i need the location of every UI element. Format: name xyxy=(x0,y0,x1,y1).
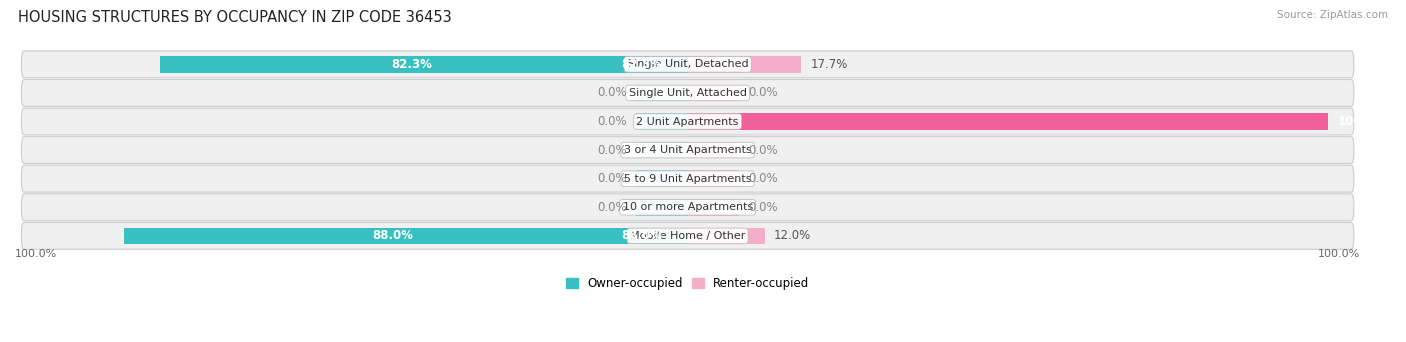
Legend: Owner-occupied, Renter-occupied: Owner-occupied, Renter-occupied xyxy=(561,272,814,294)
Text: 12.0%: 12.0% xyxy=(775,229,811,242)
Text: 2 Unit Apartments: 2 Unit Apartments xyxy=(637,117,738,127)
Text: 0.0%: 0.0% xyxy=(748,144,778,157)
Text: 88.0%: 88.0% xyxy=(621,229,662,242)
Text: 0.0%: 0.0% xyxy=(748,87,778,100)
Text: 100.0%: 100.0% xyxy=(1317,249,1360,260)
Bar xyxy=(637,85,688,101)
Text: 88.0%: 88.0% xyxy=(373,229,413,242)
Text: 0.0%: 0.0% xyxy=(598,172,627,185)
Bar xyxy=(637,113,688,130)
Bar xyxy=(124,227,688,244)
FancyBboxPatch shape xyxy=(21,194,1354,221)
Text: 0.0%: 0.0% xyxy=(598,115,627,128)
Bar xyxy=(688,113,1329,130)
FancyBboxPatch shape xyxy=(21,79,1354,106)
FancyBboxPatch shape xyxy=(21,108,1354,135)
Bar xyxy=(637,170,688,187)
Bar xyxy=(688,85,740,101)
Text: 0.0%: 0.0% xyxy=(598,87,627,100)
Text: 0.0%: 0.0% xyxy=(748,172,778,185)
Bar xyxy=(637,142,688,158)
Text: 0.0%: 0.0% xyxy=(598,144,627,157)
Text: 5 to 9 Unit Apartments: 5 to 9 Unit Apartments xyxy=(624,174,751,184)
Bar xyxy=(688,56,801,73)
Text: Mobile Home / Other: Mobile Home / Other xyxy=(630,231,745,241)
Text: Single Unit, Attached: Single Unit, Attached xyxy=(628,88,747,98)
Text: 82.3%: 82.3% xyxy=(621,58,662,71)
FancyBboxPatch shape xyxy=(21,222,1354,249)
Text: Single Unit, Detached: Single Unit, Detached xyxy=(627,60,748,69)
FancyBboxPatch shape xyxy=(21,165,1354,192)
Text: 3 or 4 Unit Apartments: 3 or 4 Unit Apartments xyxy=(624,145,752,155)
Text: 0.0%: 0.0% xyxy=(598,201,627,214)
Text: 10 or more Apartments: 10 or more Apartments xyxy=(623,202,752,212)
FancyBboxPatch shape xyxy=(21,137,1354,163)
Text: 100.0%: 100.0% xyxy=(1339,115,1386,128)
Bar xyxy=(688,142,740,158)
Text: HOUSING STRUCTURES BY OCCUPANCY IN ZIP CODE 36453: HOUSING STRUCTURES BY OCCUPANCY IN ZIP C… xyxy=(18,10,451,25)
Bar xyxy=(688,170,740,187)
Text: 0.0%: 0.0% xyxy=(748,201,778,214)
Text: 82.3%: 82.3% xyxy=(391,58,432,71)
Text: Source: ZipAtlas.com: Source: ZipAtlas.com xyxy=(1277,10,1388,20)
Bar xyxy=(688,199,740,215)
Text: 17.7%: 17.7% xyxy=(811,58,848,71)
Bar xyxy=(688,227,765,244)
Bar xyxy=(637,199,688,215)
Bar xyxy=(160,56,688,73)
Text: 100.0%: 100.0% xyxy=(15,249,58,260)
FancyBboxPatch shape xyxy=(21,51,1354,78)
